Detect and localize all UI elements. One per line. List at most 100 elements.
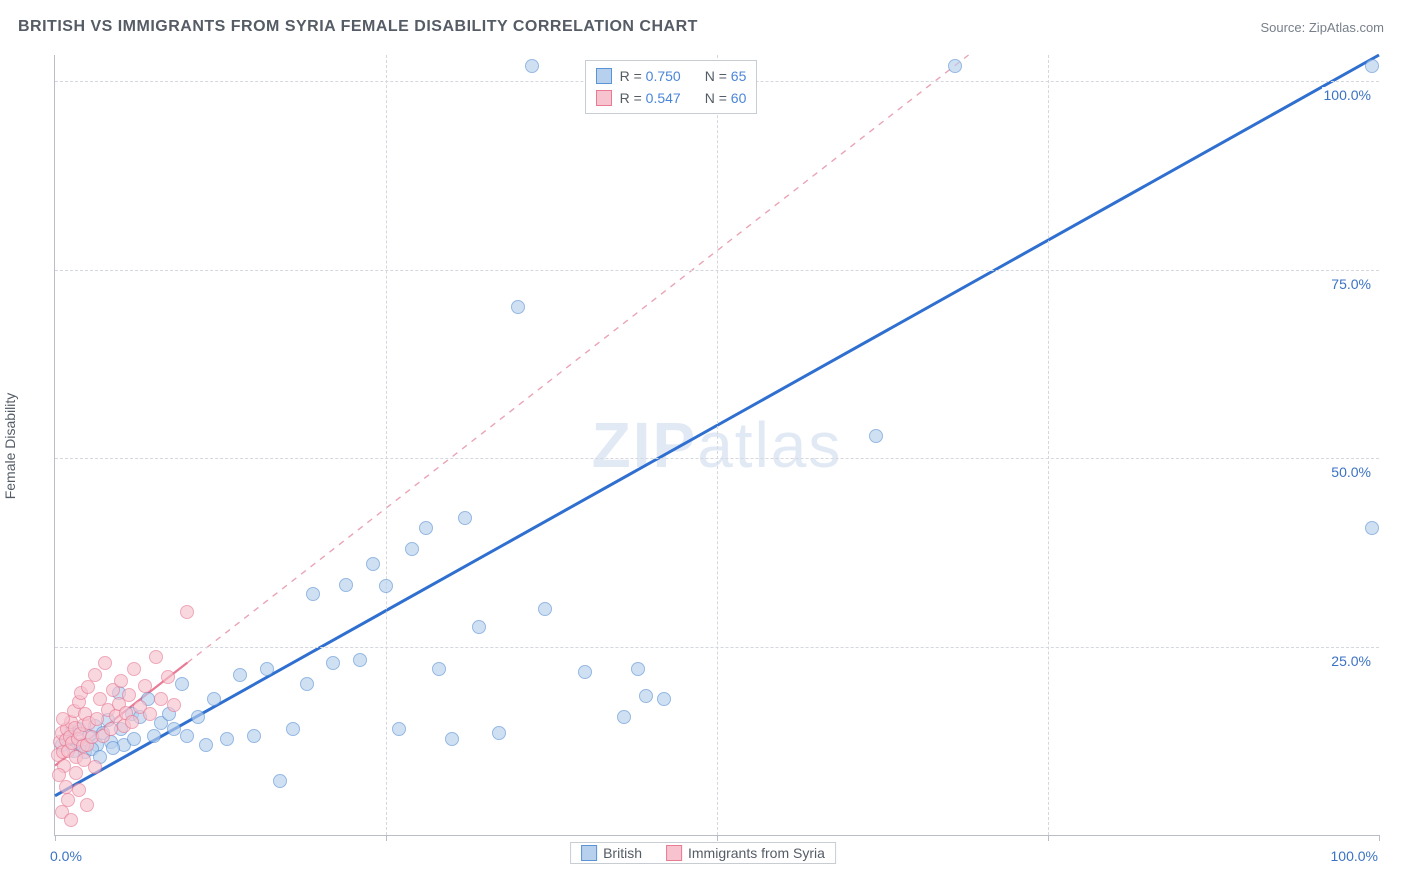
data-point (61, 793, 75, 807)
data-point (104, 722, 118, 736)
data-point (191, 710, 205, 724)
gridline-v (1048, 55, 1049, 835)
x-tick (1379, 835, 1380, 841)
data-point (525, 59, 539, 73)
x-tick (55, 835, 56, 841)
data-point (88, 668, 102, 682)
data-point (948, 59, 962, 73)
legend-item: British (581, 845, 642, 861)
data-point (639, 689, 653, 703)
legend-n-label: N = 65 (705, 65, 747, 87)
data-point (1365, 59, 1379, 73)
legend-bottom: British Immigrants from Syria (570, 842, 836, 864)
legend-swatch (581, 845, 597, 861)
data-point (52, 768, 66, 782)
data-point (306, 587, 320, 601)
data-point (143, 707, 157, 721)
data-point (353, 653, 367, 667)
data-point (286, 722, 300, 736)
legend-label: British (603, 845, 642, 861)
chart-title: BRITISH VS IMMIGRANTS FROM SYRIA FEMALE … (18, 18, 698, 36)
legend-stats-row: R = 0.750 N = 65 (596, 65, 747, 87)
data-point (273, 774, 287, 788)
data-point (392, 722, 406, 736)
data-point (339, 578, 353, 592)
data-point (161, 670, 175, 684)
y-axis-label: Female Disability (2, 393, 18, 500)
data-point (56, 712, 70, 726)
data-point (578, 665, 592, 679)
data-point (326, 656, 340, 670)
data-point (458, 511, 472, 525)
data-point (472, 620, 486, 634)
chart-container: BRITISH VS IMMIGRANTS FROM SYRIA FEMALE … (0, 0, 1406, 892)
data-point (538, 602, 552, 616)
legend-r-label: R = 0.547 (620, 87, 681, 109)
data-point (125, 715, 139, 729)
data-point (220, 732, 234, 746)
legend-swatch (596, 90, 612, 106)
data-point (167, 698, 181, 712)
regression-line-dashed (187, 55, 968, 663)
data-point (106, 741, 120, 755)
gridline-v (386, 55, 387, 835)
data-point (366, 557, 380, 571)
data-point (869, 429, 883, 443)
legend-label: Immigrants from Syria (688, 845, 825, 861)
data-point (492, 726, 506, 740)
data-point (59, 780, 73, 794)
y-tick-label: 100.0% (1322, 87, 1373, 103)
data-point (207, 692, 221, 706)
legend-stats-row: R = 0.547 N = 60 (596, 87, 747, 109)
data-point (80, 798, 94, 812)
x-axis-label-min: 0.0% (50, 848, 82, 864)
legend-swatch (596, 68, 612, 84)
data-point (114, 674, 128, 688)
legend-swatch (666, 845, 682, 861)
data-point (69, 766, 83, 780)
gridline-v (717, 55, 718, 835)
data-point (1365, 521, 1379, 535)
data-point (77, 753, 91, 767)
data-point (300, 677, 314, 691)
data-point (127, 732, 141, 746)
source-attribution[interactable]: Source: ZipAtlas.com (1260, 20, 1384, 35)
x-tick (717, 835, 718, 841)
data-point (64, 813, 78, 827)
data-point (247, 729, 261, 743)
plot-area: ZIPatlas 25.0%50.0%75.0%100.0%R = 0.750N… (54, 55, 1379, 836)
data-point (511, 300, 525, 314)
data-point (167, 722, 181, 736)
data-point (631, 662, 645, 676)
y-tick-label: 50.0% (1329, 464, 1373, 480)
legend-stats: R = 0.750 N = 65 R = 0.547 N = 60 (585, 60, 758, 114)
data-point (617, 710, 631, 724)
data-point (419, 521, 433, 535)
data-point (147, 729, 161, 743)
y-tick-label: 25.0% (1329, 653, 1373, 669)
data-point (180, 605, 194, 619)
legend-n-label: N = 60 (705, 87, 747, 109)
x-tick (1048, 835, 1049, 841)
data-point (379, 579, 393, 593)
data-point (154, 692, 168, 706)
x-axis-label-max: 100.0% (1331, 848, 1378, 864)
data-point (72, 783, 86, 797)
data-point (405, 542, 419, 556)
data-point (199, 738, 213, 752)
data-point (127, 662, 141, 676)
legend-r-label: R = 0.750 (620, 65, 681, 87)
data-point (149, 650, 163, 664)
data-point (122, 688, 136, 702)
y-tick-label: 75.0% (1329, 276, 1373, 292)
data-point (445, 732, 459, 746)
x-tick (386, 835, 387, 841)
data-point (233, 668, 247, 682)
data-point (175, 677, 189, 691)
data-point (657, 692, 671, 706)
data-point (180, 729, 194, 743)
data-point (98, 656, 112, 670)
data-point (260, 662, 274, 676)
data-point (81, 680, 95, 694)
data-point (138, 679, 152, 693)
